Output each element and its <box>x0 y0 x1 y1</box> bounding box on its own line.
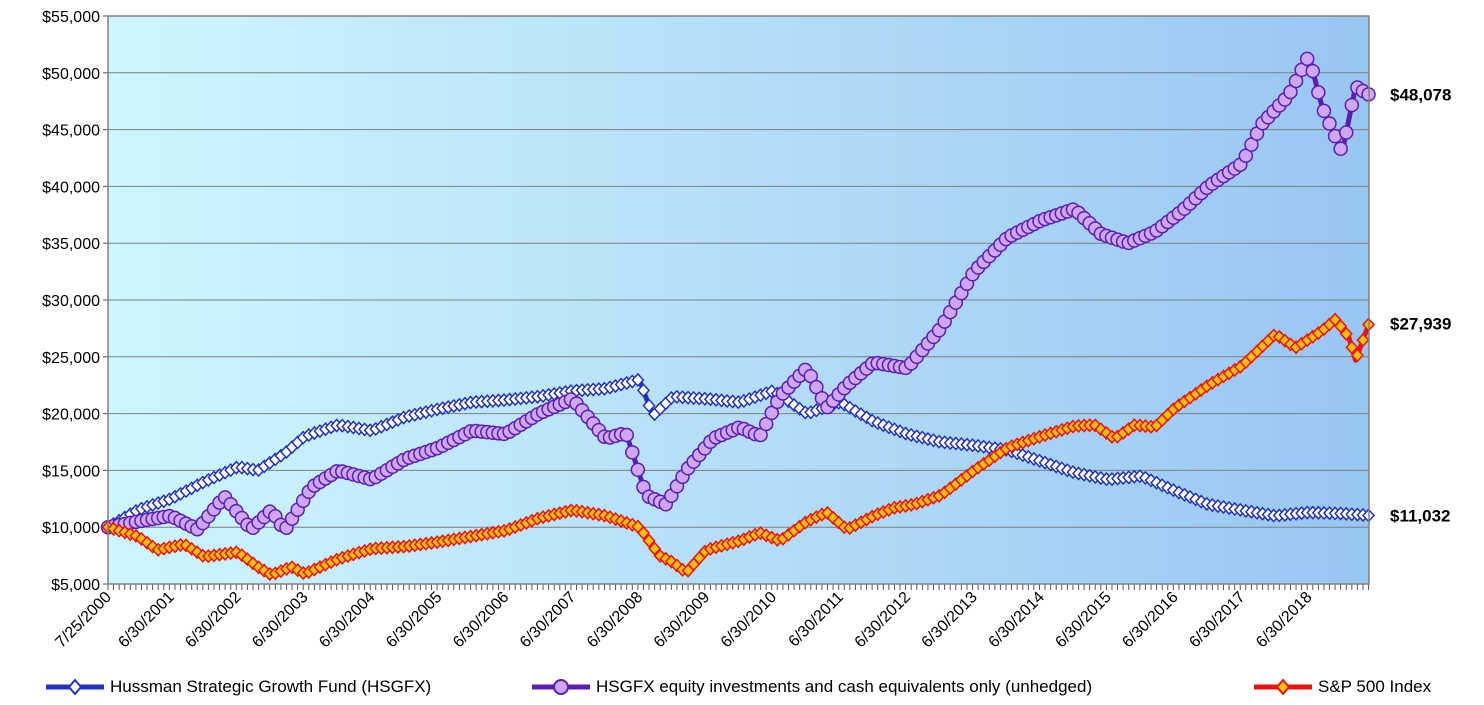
data-point <box>1278 333 1292 348</box>
y-tick-label: $20,000 <box>42 407 100 424</box>
x-tick-label: 6/30/2016 <box>1119 589 1181 651</box>
x-tick-label: 6/30/2015 <box>1052 589 1114 651</box>
x-tick-label: 6/30/2010 <box>718 589 780 651</box>
data-point <box>1334 319 1348 334</box>
data-point <box>787 397 801 413</box>
data-point <box>240 552 254 567</box>
data-point <box>252 560 266 575</box>
data-point <box>630 462 646 477</box>
x-tick-label: 6/30/2009 <box>651 589 713 651</box>
data-point <box>1356 332 1370 348</box>
data-point <box>235 548 249 563</box>
data-point <box>631 372 645 388</box>
legend-label-unhedged: HSGFX equity investments and cash equiva… <box>596 677 1093 696</box>
x-tick-label: 6/30/2014 <box>986 589 1048 651</box>
data-point <box>832 515 846 530</box>
data-point <box>1299 51 1315 67</box>
grid-lines <box>107 72 1370 590</box>
data-point <box>257 563 271 578</box>
data-point <box>1339 326 1353 341</box>
data-point <box>1333 141 1348 157</box>
y-tick-label: $45,000 <box>42 123 100 140</box>
x-tick-label: 6/30/2002 <box>182 589 244 651</box>
data-point <box>648 541 662 556</box>
y-tick-label: $55,000 <box>42 9 100 26</box>
x-tick-label: 6/30/2001 <box>115 589 177 651</box>
data-point <box>1345 340 1359 355</box>
legend-label-sp500: S&P 500 Index <box>1318 677 1432 696</box>
x-tick-label: 6/30/2008 <box>584 589 646 651</box>
data-point <box>1088 418 1102 433</box>
data-point <box>821 505 835 521</box>
x-tick-label: 6/30/2012 <box>852 589 914 651</box>
y-tick-label: $25,000 <box>42 350 100 367</box>
data-point <box>1094 422 1108 437</box>
legend-marker-diamond-icon <box>1254 678 1312 696</box>
data-point <box>1316 103 1332 119</box>
y-tick-label: $35,000 <box>42 236 100 253</box>
end-label-sp500: $27,939 <box>1390 314 1451 333</box>
data-point <box>1305 63 1321 79</box>
x-tick-label: 6/30/2007 <box>517 589 579 651</box>
legend-item-sp500: S&P 500 Index <box>1252 672 1431 702</box>
end-value-labels: $11,032 $48,078 $27,939 <box>1390 86 1451 526</box>
legend: Hussman Strategic Growth Fund (HSGFX) HS… <box>0 672 1484 702</box>
data-point <box>190 545 204 560</box>
data-point <box>636 525 650 540</box>
data-point <box>619 427 634 443</box>
legend-marker-diamond-icon <box>46 678 104 696</box>
data-point <box>140 535 154 550</box>
data-point <box>1338 125 1354 140</box>
series-layer <box>100 51 1376 582</box>
data-point <box>1344 97 1360 113</box>
x-tick-label: 6/30/2017 <box>1186 589 1248 651</box>
legend-item-unhedged: HSGFX equity investments and cash equiva… <box>530 672 1092 702</box>
y-tick-label: $30,000 <box>42 293 100 310</box>
legend-marker-circle-icon <box>532 679 590 695</box>
plot-border <box>107 15 1370 585</box>
data-point <box>1311 85 1326 100</box>
y-tick-label: $15,000 <box>42 463 100 480</box>
x-tick-label: 6/30/2018 <box>1253 589 1315 651</box>
legend-item-hsgfx: Hussman Strategic Growth Fund (HSGFX) <box>44 672 431 702</box>
x-tick-label: 6/30/2005 <box>383 589 445 651</box>
data-point <box>642 398 656 413</box>
data-point <box>636 383 650 398</box>
y-tick-label: $5,000 <box>51 577 100 594</box>
legend-label-hsgfx: Hussman Strategic Growth Fund (HSGFX) <box>110 677 432 696</box>
y-tick-label: $10,000 <box>42 520 100 537</box>
data-point <box>185 541 199 556</box>
x-tick-label: 6/30/2011 <box>786 589 848 651</box>
data-point <box>848 403 862 419</box>
y-axis-ticks: $5,000 $10,000 $15,000 $20,000 $25,000 $30,00… <box>42 9 108 594</box>
series-sp500 <box>101 312 1376 582</box>
series-unhedged <box>100 51 1376 537</box>
x-tick-label: 6/30/2003 <box>249 589 311 651</box>
end-label-unhedged: $48,078 <box>1390 86 1451 105</box>
data-point <box>664 554 678 569</box>
x-tick-label: 7/25/2000 <box>52 589 114 651</box>
data-point <box>642 533 656 548</box>
data-point <box>625 445 640 460</box>
data-point <box>1322 116 1337 131</box>
x-axis-ticks: 7/25/2000 6/30/2001 6/30/2002 6/30/2003 6/30… <box>52 589 1315 651</box>
y-tick-label: $50,000 <box>42 66 100 83</box>
x-tick-label: 6/30/2006 <box>450 589 512 651</box>
end-label-hsgfx: $11,032 <box>1390 506 1451 525</box>
y-tick-label: $40,000 <box>42 179 100 196</box>
data-point <box>1350 348 1364 363</box>
x-tick-label: 6/30/2004 <box>316 589 378 651</box>
x-tick-label: 6/30/2013 <box>919 589 981 651</box>
